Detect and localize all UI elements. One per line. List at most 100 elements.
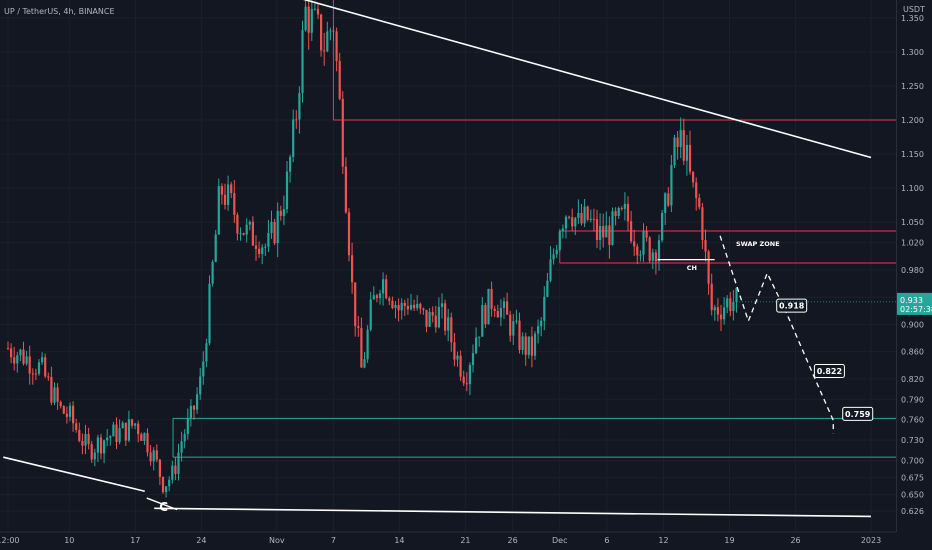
candle-body	[168, 479, 171, 487]
trendline[interactable]	[3, 456, 145, 493]
candle-body	[65, 413, 68, 417]
candle-body	[25, 356, 28, 364]
target-callout-box[interactable]	[842, 406, 874, 421]
candle-body	[701, 207, 704, 240]
candle-body	[310, 9, 313, 33]
candle-body	[630, 221, 633, 242]
symbol-legend: UP / TetherUS, 4h, BINANCE	[4, 7, 115, 16]
candle-body	[72, 405, 75, 424]
trendline[interactable]	[3, 0, 872, 159]
candle-body	[416, 303, 419, 309]
candle-body	[87, 434, 90, 445]
candle-body	[351, 255, 354, 283]
candle-body	[419, 303, 422, 309]
candle-body	[589, 218, 592, 220]
candle-body	[174, 465, 177, 474]
candle-body	[316, 8, 320, 15]
candle-body	[81, 440, 84, 446]
candle-body	[220, 186, 223, 195]
y-tick-label: 0.626	[901, 507, 924, 516]
candle-body	[22, 349, 25, 364]
candle-body	[50, 376, 53, 403]
trendlines	[3, 0, 872, 518]
candle-body	[645, 230, 648, 238]
candle-body	[599, 226, 602, 241]
candle-body	[716, 307, 719, 315]
y-tick-label: 0.675	[901, 474, 924, 483]
currency-label: USDT	[903, 5, 925, 14]
candle-body	[47, 376, 50, 378]
candle-body	[273, 221, 276, 244]
candle-body	[341, 98, 344, 167]
candle-body	[378, 293, 382, 299]
candle-body	[124, 422, 127, 441]
y-tick-label: 0.760	[901, 416, 924, 425]
candle-body	[537, 326, 540, 334]
candle-body	[400, 302, 403, 311]
candle-body	[413, 304, 416, 309]
candle-body	[301, 30, 304, 94]
candle-body	[577, 212, 580, 219]
candle-body	[499, 308, 502, 318]
x-tick-label: 26	[790, 536, 800, 545]
x-tick-label: 7	[331, 536, 336, 545]
candle-body	[608, 225, 611, 245]
candle-body	[16, 355, 19, 364]
current-price-tag	[897, 292, 932, 315]
time-axis[interactable]: 12:00 10 17 24 Nov 7 14 21 26 Dec 6 12 19 26 2023	[0, 531, 896, 545]
candle-body	[369, 299, 372, 330]
candle-body	[155, 450, 158, 460]
candle-body	[605, 225, 608, 238]
candle-body	[428, 311, 431, 327]
target-callout-box[interactable]	[813, 363, 845, 378]
candle-body	[258, 248, 261, 254]
candle-body	[583, 206, 586, 224]
candle-body	[642, 230, 645, 255]
candle-body	[196, 394, 199, 410]
x-tick-label: 12	[658, 536, 668, 545]
candle-body	[363, 359, 366, 368]
x-tick-label: 19	[724, 536, 734, 545]
candle-body	[134, 423, 137, 426]
y-tick-label: 0.790	[901, 395, 924, 404]
candle-body	[289, 156, 292, 172]
candle-body	[580, 212, 583, 224]
candle-body	[251, 221, 254, 246]
candle-body	[261, 247, 264, 254]
candle-body	[202, 361, 205, 377]
candle-body	[180, 441, 183, 453]
candle-body	[533, 333, 537, 356]
bar-countdown: 02:57:38	[900, 305, 932, 314]
candle-body	[453, 342, 456, 360]
candle-body	[484, 305, 487, 325]
candle-body	[99, 437, 103, 454]
candle-body	[729, 298, 732, 312]
candle-body	[422, 308, 425, 310]
y-tick-label: 0.980	[901, 266, 924, 275]
candle-body	[515, 320, 518, 322]
candle-body	[183, 434, 186, 442]
y-tick-label: 0.650	[901, 491, 924, 500]
price-axis[interactable]: 1.350 1.300 1.250 1.200 1.150 1.100 1.050 1.020…	[738, 14, 932, 516]
candle-body	[478, 336, 481, 338]
target-callout-box[interactable]	[776, 298, 808, 313]
x-tick-label: 12:00	[0, 536, 20, 545]
candle-body	[651, 252, 654, 261]
candle-body	[199, 376, 202, 395]
candle-body	[13, 357, 16, 364]
trendline[interactable]	[154, 507, 872, 518]
candle-body	[657, 240, 661, 262]
candle-body	[323, 50, 326, 52]
candle-body	[406, 306, 409, 310]
candle-body	[177, 452, 180, 474]
candle-body	[140, 434, 143, 441]
candle-body	[704, 239, 707, 252]
candle-body	[354, 282, 357, 327]
candle-body	[326, 31, 329, 52]
candle-body	[127, 419, 130, 441]
candle-body	[692, 171, 695, 183]
candle-body	[502, 301, 506, 309]
candle-body	[524, 336, 527, 355]
candle-body	[623, 203, 626, 209]
